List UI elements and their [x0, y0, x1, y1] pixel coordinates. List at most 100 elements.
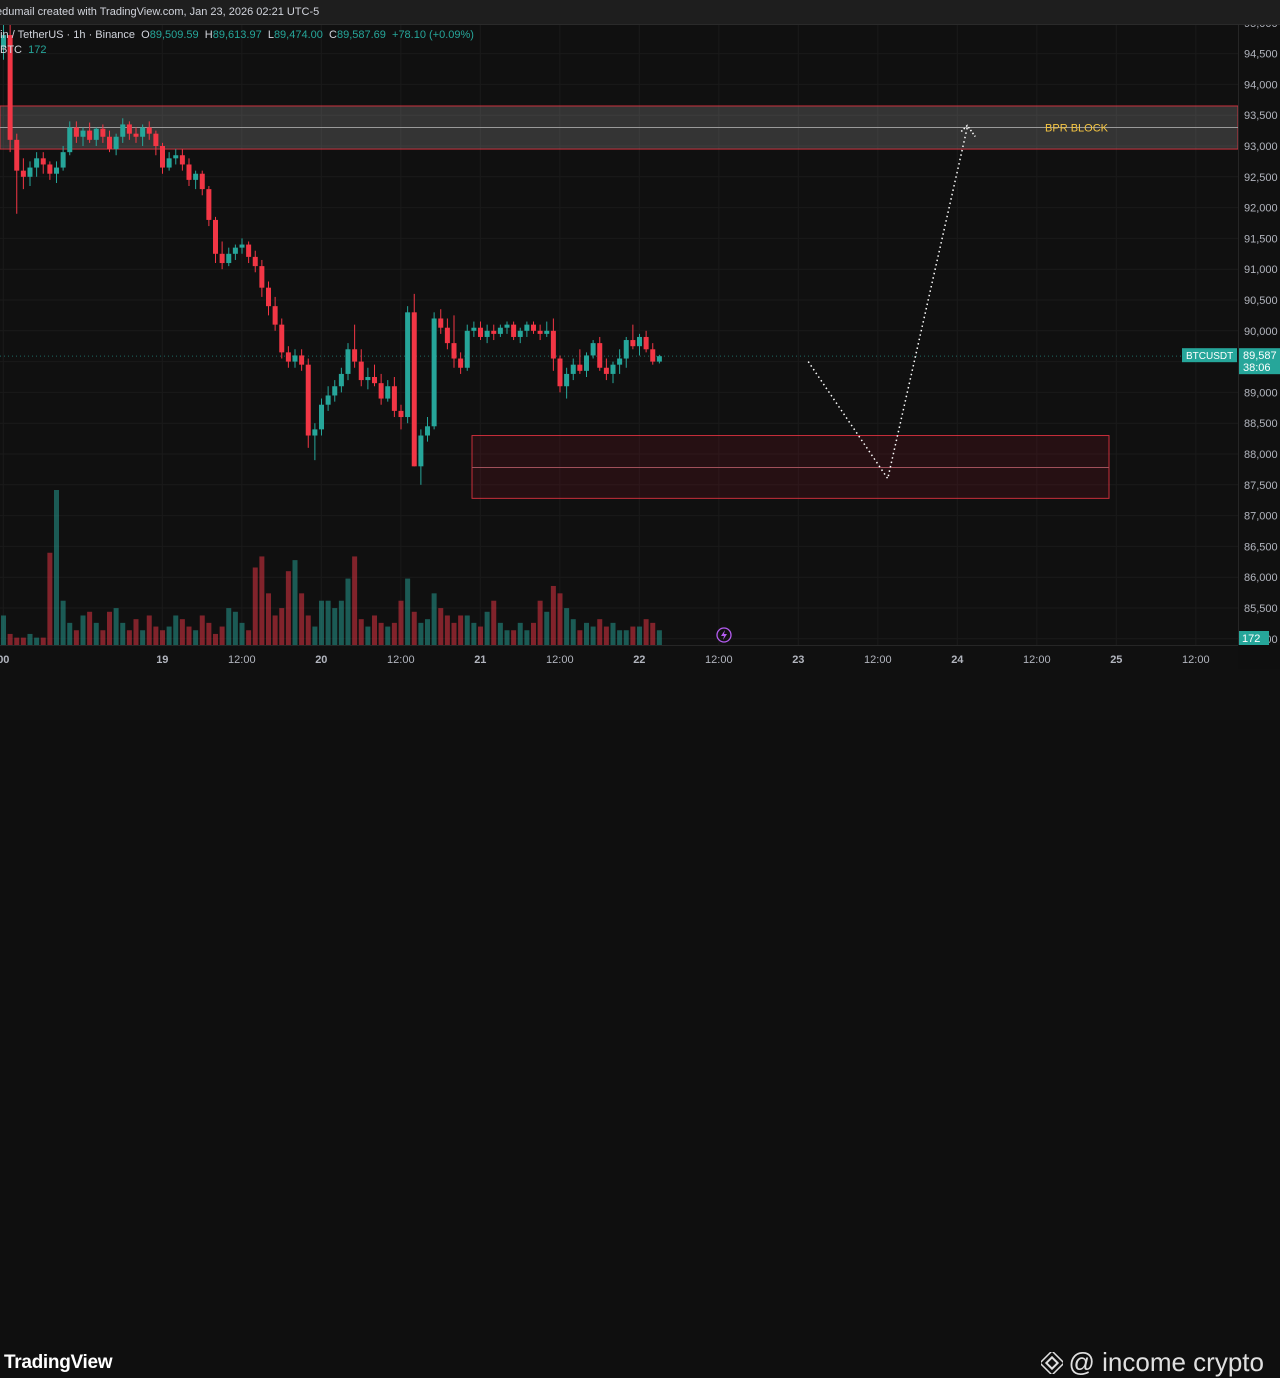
volume-bar — [650, 622, 656, 645]
price-tick-label: 86,000 — [1244, 572, 1278, 584]
volume-bar — [372, 615, 377, 645]
candle-body — [173, 155, 179, 159]
low-value: 89,474.00 — [273, 29, 323, 41]
candle-body — [504, 324, 510, 328]
candle-body — [524, 324, 530, 331]
volume-bar — [358, 619, 364, 645]
volume-bar — [285, 571, 291, 645]
price-tag-box — [1239, 348, 1280, 375]
volume-bar — [411, 611, 417, 645]
candle-body — [590, 343, 596, 356]
price-tick-label: 91,500 — [1244, 233, 1278, 245]
price-chart[interactable]: BPR BLOCK BTCUSDT — [0, 16, 1276, 645]
candle-body — [358, 361, 364, 381]
candle-body — [252, 256, 258, 267]
volume-bar — [252, 567, 258, 645]
volume-bar — [511, 630, 517, 645]
tradingview-logo[interactable]: TradingView — [4, 1352, 113, 1373]
volume-bar — [643, 619, 649, 645]
volume-bar — [226, 608, 232, 645]
candle-body — [544, 330, 550, 334]
volume-bar — [153, 626, 159, 645]
volume-bar — [405, 578, 411, 645]
volume-bar — [444, 615, 450, 645]
chart-area[interactable]: BPR BLOCK BTCUSDT — [0, 16, 1276, 645]
volume-bar — [246, 630, 252, 645]
volume-bar — [418, 622, 424, 645]
candle-body — [637, 336, 642, 347]
candle-body — [73, 127, 79, 137]
candle-body — [246, 244, 252, 257]
volume-bar — [305, 615, 311, 645]
candle-body — [391, 386, 397, 411]
price-tick-label: 90,500 — [1244, 295, 1278, 307]
candle-body — [133, 133, 139, 137]
candle-body — [319, 404, 324, 430]
time-tick-label: 12:00 — [864, 654, 892, 666]
candle-body — [630, 340, 636, 347]
symbol-name: oin / TetherUS · 1h · Binance — [0, 29, 136, 41]
volume-bar — [100, 630, 106, 645]
candle-body — [385, 386, 391, 399]
open-label: O — [141, 29, 150, 41]
candle-body — [120, 124, 126, 137]
volume-bar — [491, 600, 497, 645]
candle-body — [431, 318, 437, 427]
time-axis-svg: 00 19 12:00 20 12:00 21 12:00 22 12:00 23 12:00 24 1… — [0, 654, 1280, 666]
candle-body — [438, 318, 444, 328]
candle-body — [617, 358, 623, 365]
volume-bar — [425, 619, 430, 645]
volume-bar — [451, 622, 457, 645]
volume-bar — [332, 608, 338, 645]
candle-body — [537, 330, 543, 334]
candle-body — [87, 130, 93, 140]
volume-bar — [630, 626, 636, 645]
candle-body — [179, 155, 185, 165]
candle-body — [650, 349, 656, 362]
volume-bar — [584, 622, 589, 645]
volume-bar — [544, 611, 550, 645]
volume-bar — [603, 626, 609, 645]
watermark-text: @ income crypto — [1068, 1347, 1264, 1377]
candle-body — [643, 336, 649, 350]
price-tick-label: 89,000 — [1244, 387, 1278, 399]
price-tick-label: 87,500 — [1244, 480, 1278, 492]
candle-body — [398, 410, 404, 418]
candle-body — [292, 355, 298, 362]
candle-body — [365, 377, 371, 381]
price-axis[interactable]: 85,00085,50086,00086,50087,00087,50088,0… — [1238, 18, 1280, 646]
attribution-text: edumail created with TradingView.com, Ja… — [0, 6, 320, 18]
candle-body — [305, 364, 311, 436]
volume-bar — [7, 633, 13, 645]
volume-bar — [113, 608, 119, 645]
time-tick-label: 12:00 — [1023, 654, 1051, 666]
candle-body — [497, 327, 503, 334]
candle-body — [517, 330, 523, 337]
volume-bar — [338, 600, 344, 645]
volume-symbol: BTC — [0, 44, 22, 56]
candle-body — [325, 395, 331, 405]
volume-bar — [239, 622, 245, 645]
candle-body — [1, 35, 6, 48]
candle-body — [160, 146, 165, 168]
candle-body — [153, 133, 159, 146]
candle-body — [67, 127, 73, 153]
volume-bar — [517, 622, 523, 645]
candle-body — [140, 127, 146, 137]
candle-body — [623, 340, 629, 359]
price-tick-label: 87,000 — [1244, 511, 1278, 523]
candle-body — [107, 136, 112, 150]
close-value: 89,587.69 — [336, 29, 386, 41]
volume-bar — [352, 556, 358, 645]
price-tick-label: 94,000 — [1244, 79, 1278, 91]
volume-bar — [206, 622, 212, 645]
high-label: H — [204, 29, 213, 41]
candle-body — [146, 127, 152, 134]
price-tick-label: 95,000 — [1244, 25, 1278, 30]
ohlc-legend: oin / TetherUS · 1h · Binance O89,509.59… — [0, 29, 474, 41]
time-axis[interactable]: 00 19 12:00 20 12:00 21 12:00 22 12:00 23 12:00 24 1… — [0, 645, 1280, 670]
candle-body — [206, 189, 212, 220]
candle-body — [226, 253, 232, 264]
volume-bar — [557, 593, 563, 645]
candle-body — [166, 158, 172, 168]
